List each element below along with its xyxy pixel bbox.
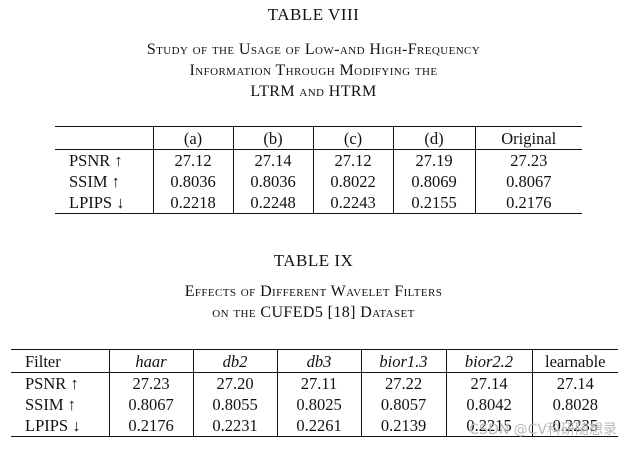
table-cell: 27.20	[192, 372, 277, 394]
table-cell: 0.8057	[360, 394, 446, 415]
row-metric: PSNR ↑	[25, 374, 79, 393]
table-viii-caption: Study of the Usage of Low-and High-Frequ…	[0, 39, 627, 102]
table-cell: 0.2248	[232, 192, 313, 214]
caption-line: LTRM and HTRM	[250, 83, 377, 100]
table-cell: 27.22	[360, 372, 446, 394]
table-cell-best: 0.2139	[360, 415, 446, 437]
header-cell: (d)	[392, 126, 475, 150]
table-cell-best: 0.8069	[392, 171, 475, 192]
table-ix-header: TABLE IX Effects of Different Wavelet Fi…	[0, 251, 627, 323]
table-cell-best: 27.23	[108, 372, 193, 394]
header-cell: (a)	[152, 126, 233, 150]
table-cell: 0.8042	[445, 394, 532, 415]
table-row: SSIM ↑ 0.8036 0.8036 0.8022 0.8069 0.806…	[55, 171, 582, 192]
table-row: LPIPS ↓ 0.2218 0.2248 0.2243 0.2155 0.21…	[55, 192, 582, 214]
row-metric: SSIM ↑	[25, 395, 76, 414]
table-row: PSNR ↑ 27.23 27.20 27.11 27.22 27.14 27.…	[11, 372, 618, 394]
caption-line: on the CUFED5 [18] Dataset	[212, 304, 415, 321]
table-cell: 0.2235	[531, 415, 618, 437]
table-header-row: (a) (b) (c) (d) Original	[55, 126, 582, 150]
table-cell: 0.2231	[192, 415, 277, 437]
table-cell: 0.2261	[276, 415, 361, 437]
header-cell: db2	[192, 349, 277, 373]
caption-line: Information Through Modifying the	[189, 62, 438, 79]
row-metric: PSNR ↑	[69, 151, 123, 170]
header-cell: db3	[276, 349, 361, 373]
header-cell: (b)	[232, 126, 313, 150]
table-cell: 27.12	[312, 149, 393, 171]
table-cell: 0.2243	[312, 192, 393, 214]
row-metric: LPIPS ↓	[11, 415, 109, 437]
table-row: PSNR ↑ 27.12 27.14 27.12 27.19 27.23	[55, 149, 582, 171]
table-ix-label: TABLE IX	[273, 251, 354, 270]
table-cell: 0.8025	[276, 394, 361, 415]
table-header-row: Filter haar db2 db3 bior1.3 bior2.2 lear…	[11, 349, 618, 373]
table-row: LPIPS ↓ 0.2176 0.2231 0.2261 0.2139 0.22…	[11, 415, 618, 437]
table-cell-best: 27.23	[474, 149, 582, 171]
table-cell: 0.8022	[312, 171, 393, 192]
header-cell: (c)	[312, 126, 393, 150]
table-row: SSIM ↑ 0.8067 0.8055 0.8025 0.8057 0.804…	[11, 394, 618, 415]
table-cell: 0.8036	[152, 171, 233, 192]
table-cell: 27.19	[392, 149, 475, 171]
table-ix: Filter haar db2 db3 bior1.3 bior2.2 lear…	[11, 349, 618, 437]
caption-line: Effects of Different Wavelet Filters	[184, 283, 443, 300]
table-cell: 0.8036	[232, 171, 313, 192]
table-cell: 0.8028	[531, 394, 618, 415]
header-cell: bior2.2	[445, 349, 532, 373]
table-cell-best: 0.8067	[108, 394, 193, 415]
header-cell: Original	[474, 126, 582, 150]
table-viii-header: TABLE VIII Study of the Usage of Low-and…	[0, 5, 627, 102]
caption-line: Study of the Usage of Low-and High-Frequ…	[146, 41, 481, 58]
header-cell: haar	[108, 349, 193, 373]
table-cell: 0.2218	[152, 192, 233, 214]
header-cell	[55, 126, 153, 150]
table-cell: 0.2176	[108, 415, 193, 437]
header-cell: learnable	[531, 349, 618, 373]
table-cell: 27.14	[531, 372, 618, 394]
table-ix-caption: Effects of Different Wavelet Filters on …	[0, 281, 627, 323]
table-viii: (a) (b) (c) (d) Original PSNR ↑ 27.12 27…	[55, 126, 582, 214]
table-cell: 27.14	[445, 372, 532, 394]
table-cell: 27.11	[276, 372, 361, 394]
table-cell: 0.8055	[192, 394, 277, 415]
header-cell: bior1.3	[360, 349, 446, 373]
table-cell-best: 0.2155	[392, 192, 475, 214]
row-metric: LPIPS ↓	[55, 192, 153, 214]
header-cell: Filter	[11, 349, 109, 373]
table-cell: 27.14	[232, 149, 313, 171]
table-cell: 0.2176	[474, 192, 582, 214]
table-cell: 27.12	[152, 149, 233, 171]
table-cell: 0.2215	[445, 415, 532, 437]
table-viii-label: TABLE VIII	[267, 5, 360, 24]
row-metric: SSIM ↑	[69, 172, 120, 191]
csdn-watermark: CSDN @CV科研随想录	[469, 422, 617, 438]
table-cell: 0.8067	[474, 171, 582, 192]
